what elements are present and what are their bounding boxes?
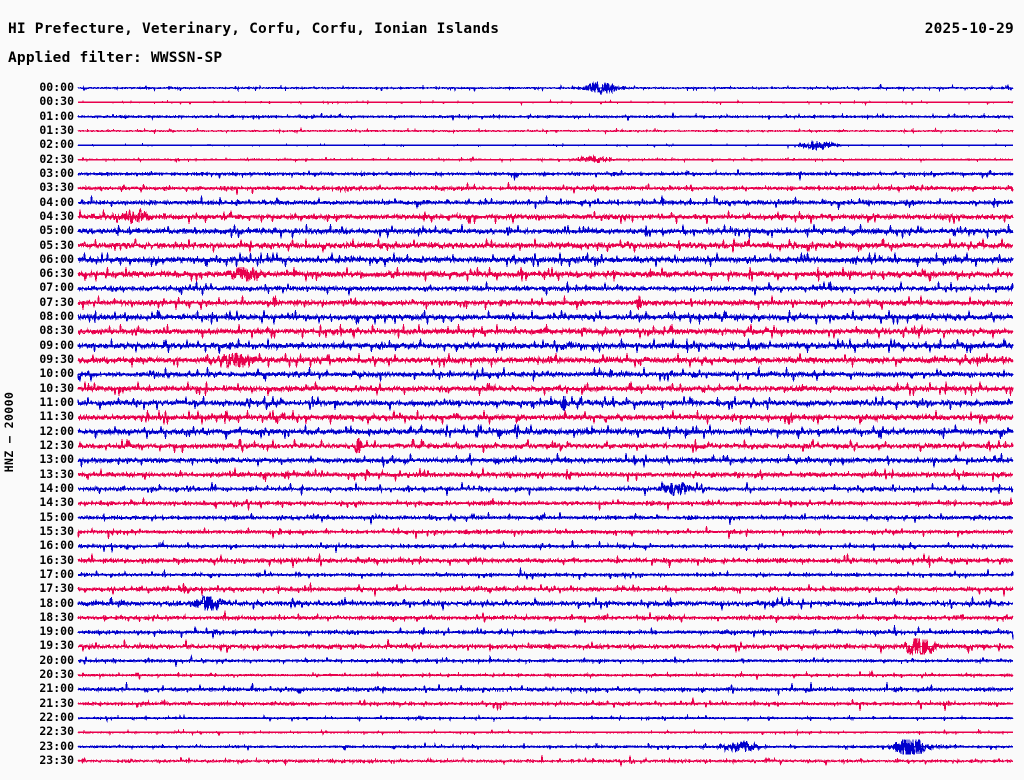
time-label: 09:00 <box>39 337 74 352</box>
time-label: 09:30 <box>39 352 74 367</box>
time-label: 03:00 <box>39 165 74 180</box>
applied-filter: Applied filter: WWSSN-SP <box>8 50 223 66</box>
trace-row <box>77 610 1014 624</box>
time-label: 20:30 <box>39 667 74 682</box>
time-label: 03:30 <box>39 180 74 195</box>
time-label: 15:00 <box>39 509 74 524</box>
trace-row <box>77 252 1014 268</box>
time-label: 13:30 <box>39 466 74 481</box>
time-label: 18:30 <box>39 609 74 624</box>
time-label: 23:00 <box>39 738 74 753</box>
time-label: 22:30 <box>39 724 74 739</box>
time-label: 12:00 <box>39 423 74 438</box>
trace-row <box>77 654 1014 667</box>
trace-row <box>77 526 1014 540</box>
time-label: 19:00 <box>39 624 74 639</box>
time-label: 11:00 <box>39 395 74 410</box>
time-label: 07:00 <box>39 280 74 295</box>
time-label: 17:30 <box>39 581 74 596</box>
time-label: 01:30 <box>39 122 74 137</box>
time-label: 06:30 <box>39 266 74 281</box>
time-label: 07:30 <box>39 294 74 309</box>
time-label: 23:30 <box>39 753 74 768</box>
time-axis: 00:00 00:30 01:00 01:30 02:00 02:30 03:00 03:30… <box>0 0 78 780</box>
time-label: 22:00 <box>39 710 74 725</box>
time-label: 17:00 <box>39 566 74 581</box>
time-label: 02:00 <box>39 137 74 152</box>
time-label: 04:00 <box>39 194 74 209</box>
time-label: 12:30 <box>39 438 74 452</box>
time-label: 06:00 <box>39 251 74 266</box>
time-label: 16:30 <box>39 552 74 567</box>
time-label: 00:30 <box>39 94 74 109</box>
time-label: 16:00 <box>39 538 74 553</box>
time-label: 05:30 <box>39 237 74 252</box>
time-label: 15:30 <box>39 523 74 538</box>
time-label: 20:00 <box>39 652 74 667</box>
time-label: 08:30 <box>39 323 74 338</box>
time-label: 21:00 <box>39 681 74 696</box>
recording-date: 2025-10-29 <box>924 21 1014 37</box>
time-label: 21:30 <box>39 695 74 710</box>
time-label: 14:00 <box>39 480 74 495</box>
page-title: HI Prefecture, Veterinary, Corfu, Corfu,… <box>8 21 500 37</box>
trace-row <box>77 567 1014 580</box>
time-label: 10:00 <box>39 366 74 381</box>
time-label: 18:00 <box>39 595 74 610</box>
time-label: 01:00 <box>39 108 74 123</box>
trace-row <box>77 497 1014 511</box>
time-label: 04:30 <box>39 208 74 223</box>
time-label: 13:00 <box>39 452 74 467</box>
time-label: 11:30 <box>39 409 74 424</box>
time-label: 14:30 <box>39 495 74 510</box>
time-label: 02:30 <box>39 151 74 166</box>
trace-row <box>77 168 1014 181</box>
trace-row <box>77 511 1014 525</box>
time-label: 05:00 <box>39 223 74 238</box>
time-label: 10:30 <box>39 380 74 395</box>
time-label: 19:30 <box>39 638 74 653</box>
time-label: 08:00 <box>39 309 74 324</box>
time-label: 00:00 <box>39 80 74 94</box>
